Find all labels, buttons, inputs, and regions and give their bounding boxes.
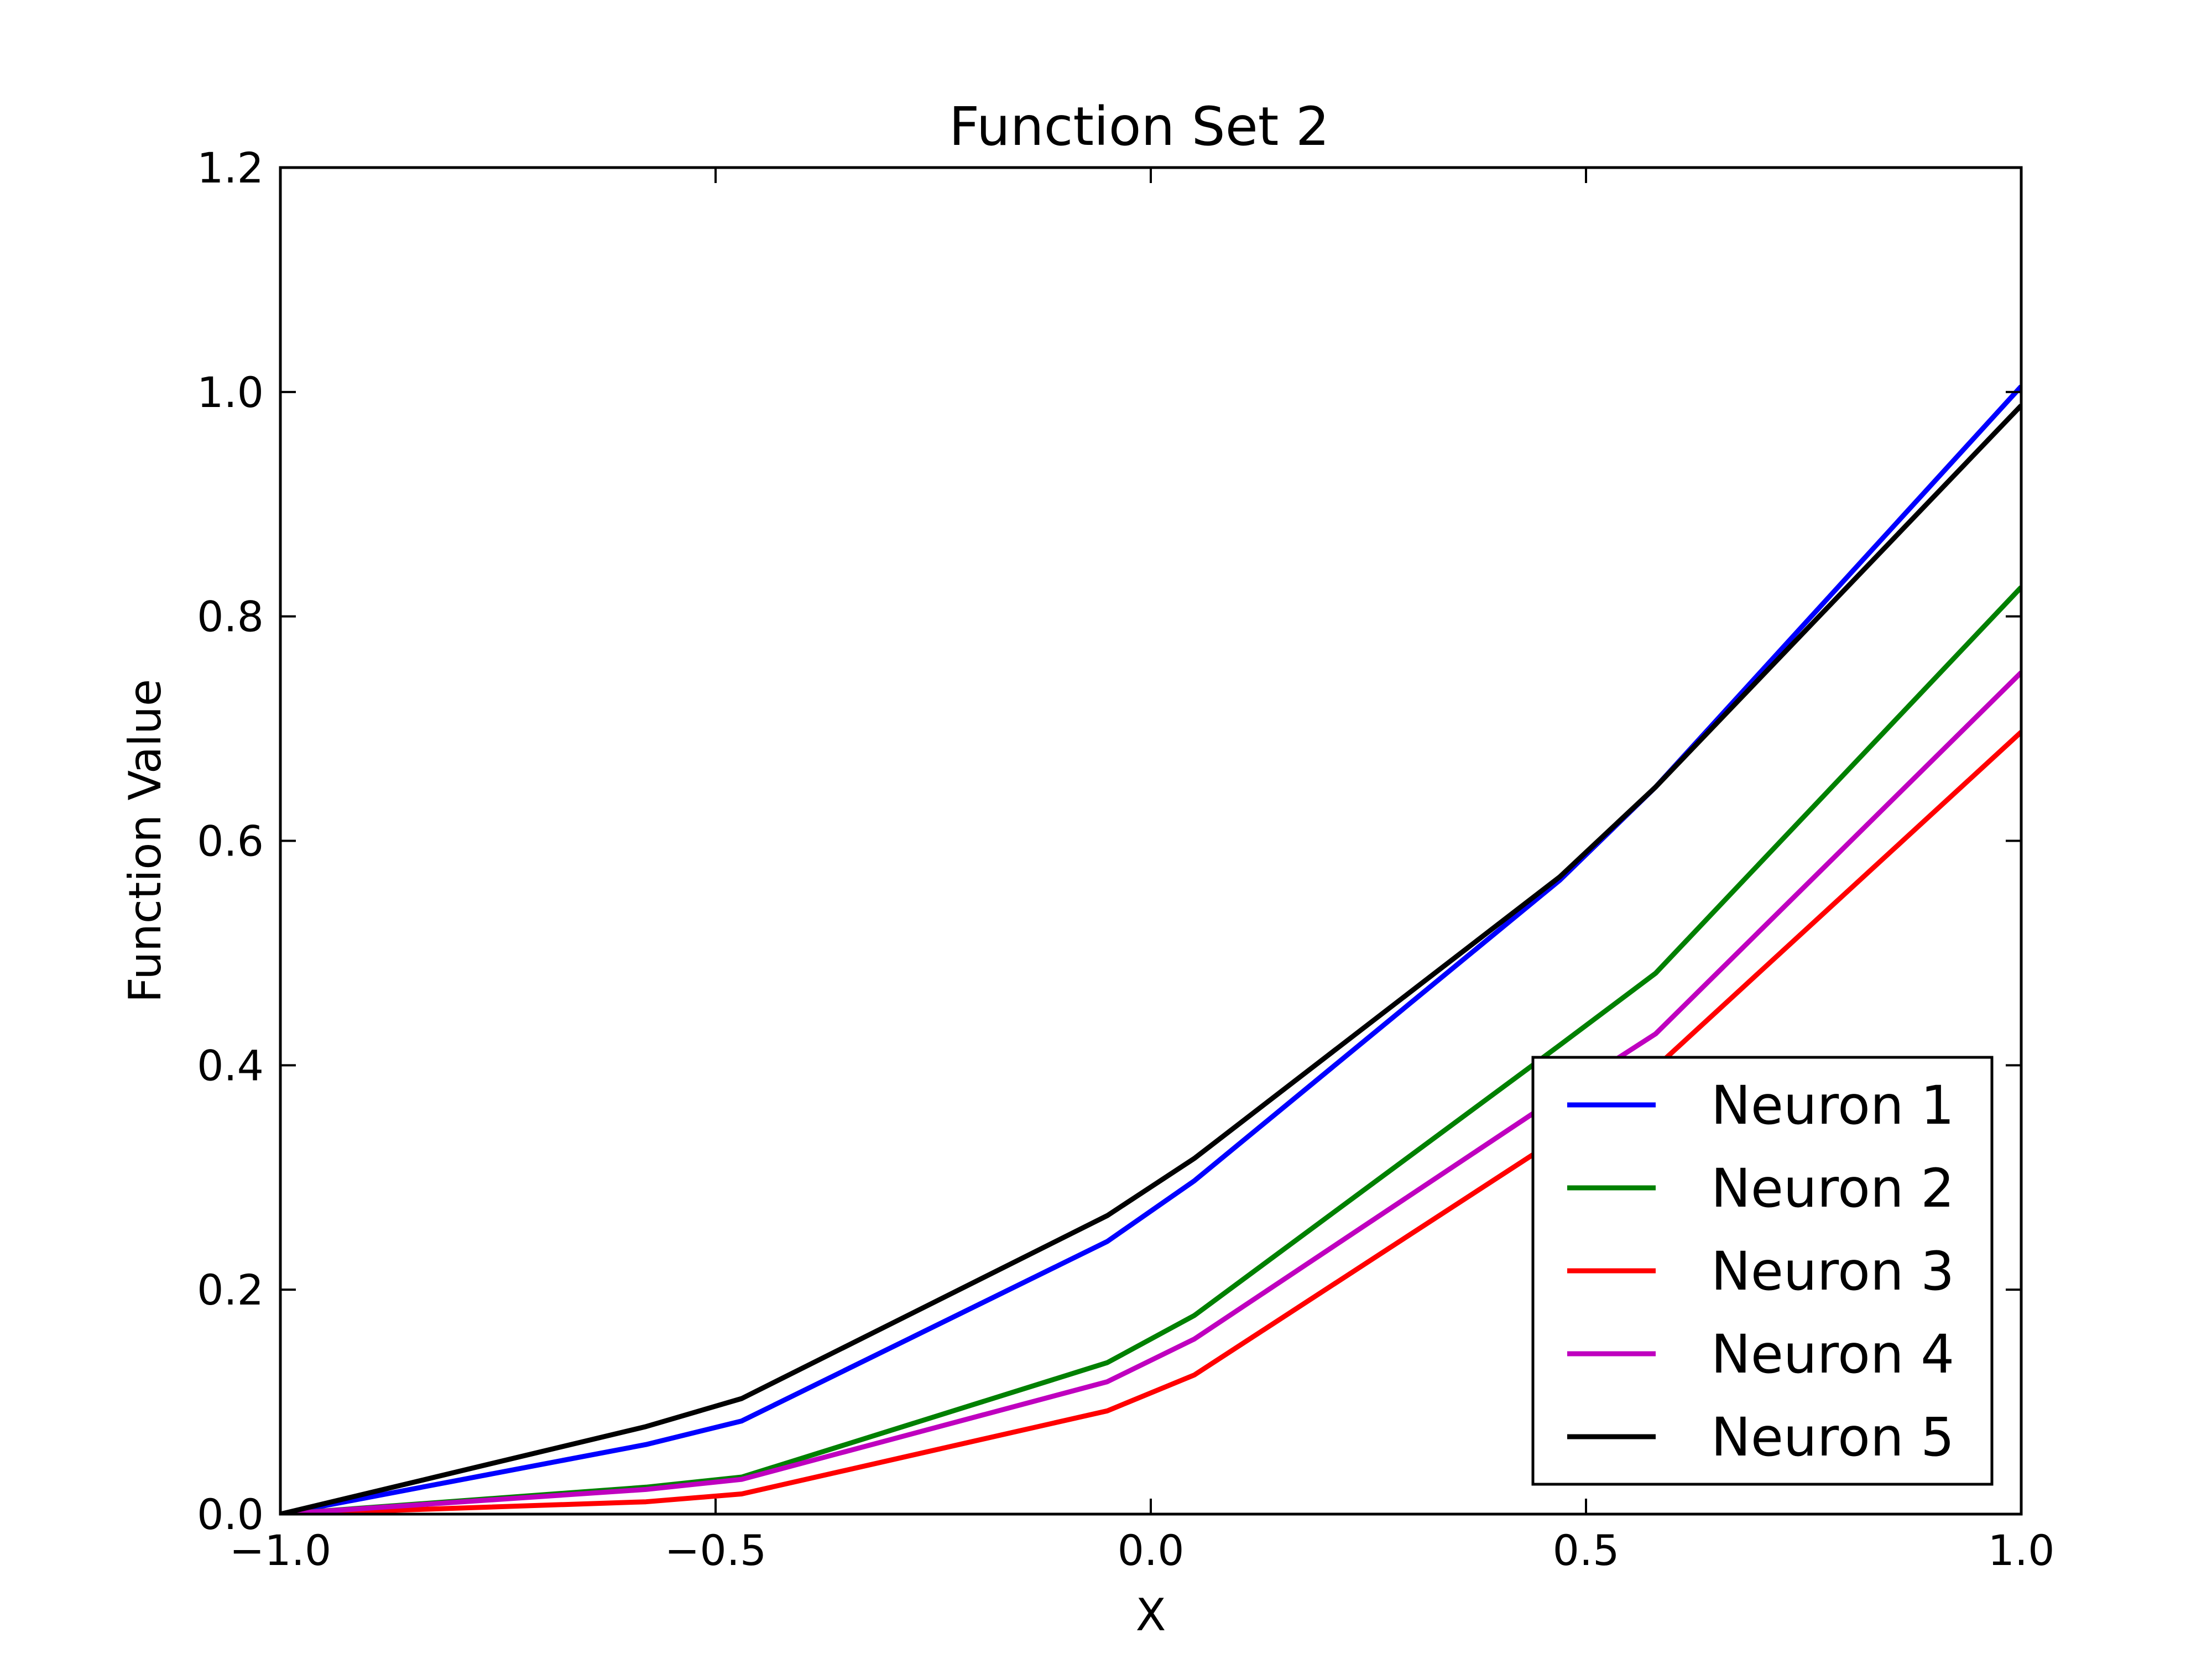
y-tick-label: 0.8 <box>197 592 264 641</box>
y-axis-label: Function Value <box>119 679 171 1003</box>
x-tick-label: 0.5 <box>1553 1526 1620 1575</box>
plot-frame <box>279 166 2023 1516</box>
x-tick-label: −1.0 <box>229 1526 332 1575</box>
series-line-4 <box>280 670 2021 1514</box>
y-tick-label: 1.0 <box>197 368 264 417</box>
legend-label-5: Neuron 5 <box>1711 1406 1954 1468</box>
series-line-5 <box>280 404 2021 1514</box>
y-tick-label: 0.0 <box>197 1490 264 1539</box>
series-layer <box>280 384 2021 1514</box>
y-tick-label: 0.2 <box>197 1265 264 1314</box>
chart-title: Function Set 2 <box>949 96 1329 158</box>
x-tick-label: −0.5 <box>665 1526 767 1575</box>
legend: Neuron 1 Neuron 2 Neuron 3 Neuron 4 Neuron 5 <box>1531 1056 1994 1486</box>
legend-label-1: Neuron 1 <box>1711 1074 1954 1136</box>
x-axis-label: X <box>1136 1589 1166 1641</box>
legend-label-3: Neuron 3 <box>1711 1240 1954 1302</box>
x-tick-label: 0.0 <box>1118 1526 1185 1575</box>
legend-label-4: Neuron 4 <box>1711 1323 1954 1385</box>
legend-label-2: Neuron 2 <box>1711 1157 1954 1219</box>
y-tick-label: 0.6 <box>197 817 264 866</box>
y-tick-label: 0.4 <box>197 1041 264 1090</box>
ticks-layer: −1.0 −0.5 0.0 0.5 1.0 0.0 0.2 0.4 0.6 0.8 1.0 1.2 <box>197 143 2054 1575</box>
y-tick-label: 1.2 <box>197 143 264 192</box>
x-tick-label: 1.0 <box>1988 1526 2055 1575</box>
